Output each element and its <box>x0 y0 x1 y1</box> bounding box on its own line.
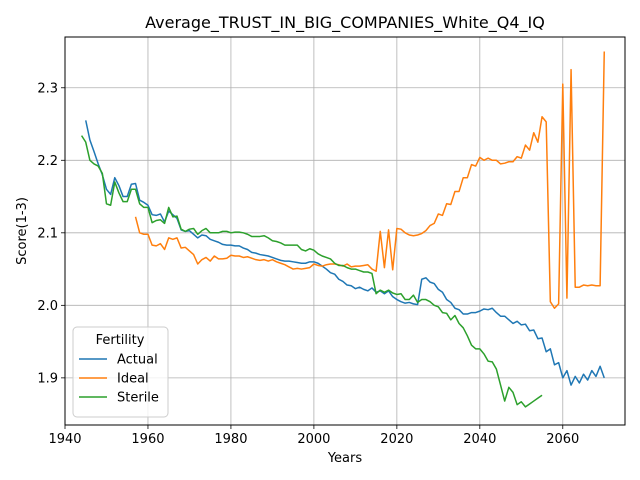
y-tick-label: 2.0 <box>37 299 58 314</box>
x-tick-label: 2060 <box>546 432 579 447</box>
chart-title: Average_TRUST_IN_BIG_COMPANIES_White_Q4_… <box>145 13 545 33</box>
legend-entries: Actual Ideal Sterile <box>79 353 159 406</box>
legend-label-ideal: Ideal <box>117 372 149 387</box>
x-tick-label: 2040 <box>463 432 496 447</box>
series-line-ideal <box>134 51 606 309</box>
plot-frame <box>64 36 626 426</box>
series-line-sterile <box>80 135 543 408</box>
legend-title: Fertility <box>96 333 145 348</box>
series-lines <box>80 51 606 408</box>
y-axis: 1.9 2.0 2.1 2.2 2.3 <box>37 81 65 386</box>
x-axis-title: Years <box>327 451 363 466</box>
x-axis: 1940 1960 1980 2000 2020 2040 2060 <box>48 425 579 447</box>
y-tick-label: 1.9 <box>37 371 58 386</box>
x-tick-label: 2020 <box>380 432 413 447</box>
x-tick-label: 1980 <box>214 432 247 447</box>
y-tick-label: 2.2 <box>37 154 58 169</box>
legend-box <box>72 326 169 418</box>
legend-label-actual: Actual <box>117 353 158 368</box>
x-tick-label: 2000 <box>297 432 330 447</box>
legend-label-sterile: Sterile <box>117 391 159 406</box>
x-tick-label: 1940 <box>48 432 81 447</box>
y-axis-title: Score(1-3) <box>15 197 30 265</box>
y-tick-label: 2.1 <box>37 226 58 241</box>
legend: Fertility Actual Ideal Sterile <box>72 326 169 418</box>
x-tick-label: 1960 <box>131 432 164 447</box>
y-tick-label: 2.3 <box>37 81 58 96</box>
